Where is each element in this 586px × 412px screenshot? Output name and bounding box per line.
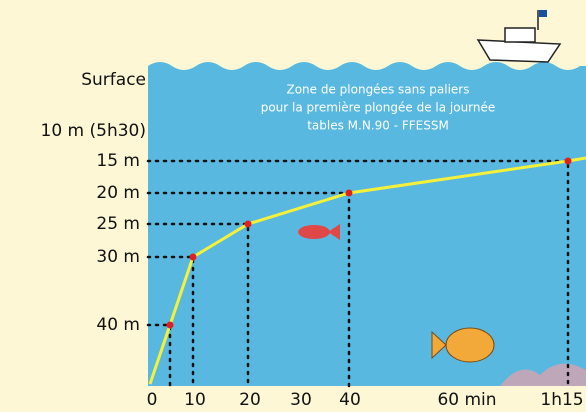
dive-diagram: Surface 10 m (5h30) 15 m 20 m 25 m 30 m … <box>0 0 586 412</box>
x-label: 60 min <box>437 390 496 410</box>
y-label: 20 m <box>96 183 140 203</box>
x-label: 30 <box>290 390 312 410</box>
x-label: 40 <box>339 390 361 410</box>
y-label: 40 m <box>96 315 140 335</box>
y-label: 30 m <box>96 247 140 267</box>
caption: pour la première plongée de la journée <box>261 101 496 115</box>
x-label: 0 <box>147 390 158 410</box>
x-label: 10 <box>184 390 206 410</box>
caption: tables M.N.90 - FFESSM <box>307 119 449 133</box>
y-label: 10 m (5h30) <box>41 121 147 141</box>
x-label: 1h15 <box>540 390 583 410</box>
y-label: 25 m <box>96 214 140 234</box>
caption: Zone de plongées sans paliers <box>286 83 469 97</box>
y-label: Surface <box>81 70 146 90</box>
y-label: 15 m <box>96 151 140 171</box>
x-label: 20 <box>239 390 261 410</box>
